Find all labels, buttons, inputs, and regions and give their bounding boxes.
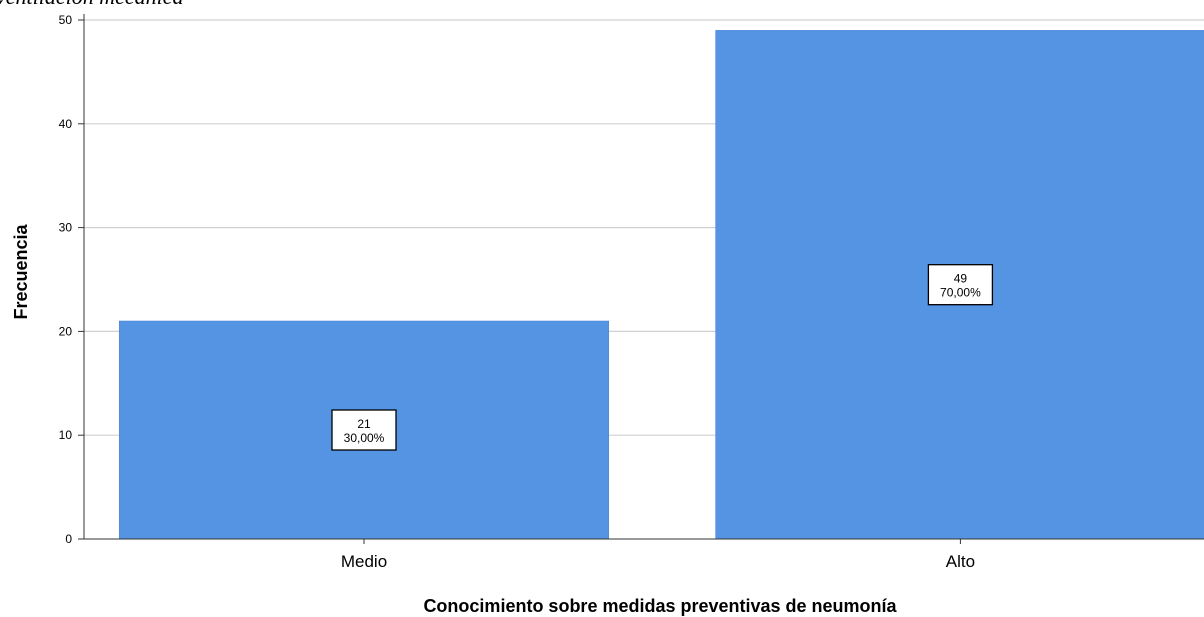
data-label-count: 21	[357, 417, 371, 431]
y-tick-label: 30	[59, 221, 73, 235]
bars	[118, 30, 1204, 540]
x-category-label: Medio	[341, 552, 387, 571]
y-tick-label: 20	[59, 324, 73, 338]
data-label-box	[927, 264, 994, 306]
axes: 0 10 20 30 40 50 Medio Alto	[59, 13, 1204, 571]
y-tick-label: 10	[59, 428, 73, 442]
x-axis-title: Conocimiento sobre medidas preventivas d…	[423, 596, 897, 616]
y-tick-label: 0	[65, 532, 72, 546]
y-tick-label: 50	[59, 13, 73, 27]
partial-title-text: ventilación mecánica	[0, 0, 184, 9]
data-label-percent: 30,00%	[344, 431, 385, 445]
data-label-percent: 70,00%	[940, 286, 981, 300]
y-tick-label: 40	[59, 117, 73, 131]
data-label-count: 49	[954, 272, 968, 286]
x-category-label: Alto	[946, 552, 975, 571]
data-label-box	[331, 409, 397, 451]
y-axis-title: Frecuencia	[11, 223, 31, 319]
